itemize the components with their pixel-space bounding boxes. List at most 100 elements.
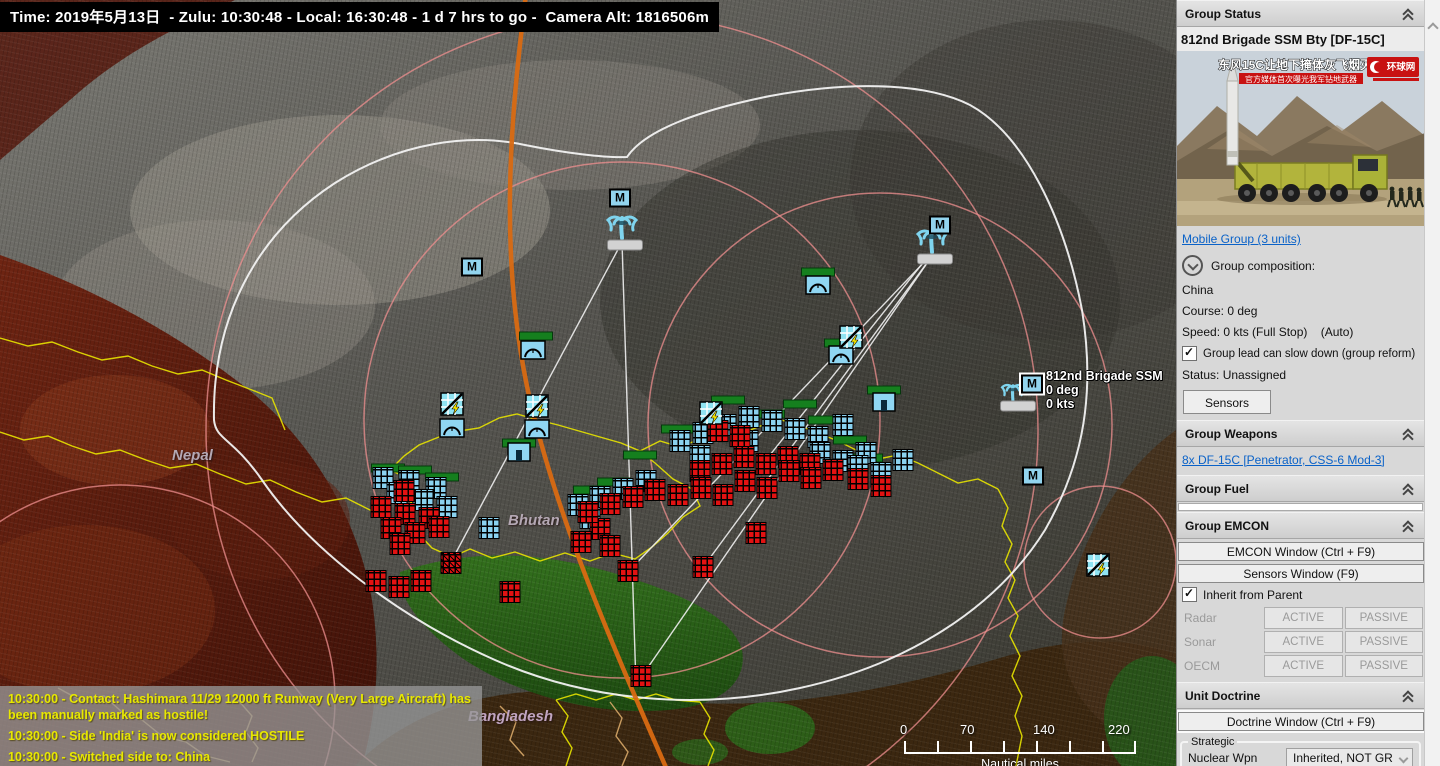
map-icon-rb[interactable]: [577, 501, 599, 523]
map-icon-bb[interactable]: [412, 489, 434, 511]
map-viewport[interactable]: M M M M M Nepal Bhutan Bangladesh 812nd Brig…: [0, 0, 1176, 766]
map-icon-bb[interactable]: [669, 430, 691, 452]
map-icon-rb[interactable]: [599, 535, 621, 557]
map-icon-rb[interactable]: [690, 477, 712, 499]
map-icon-bb[interactable]: [784, 418, 806, 440]
map-icon-rb[interactable]: [870, 475, 892, 497]
map-icon-hangar[interactable]: [520, 340, 546, 360]
map-icon-rb[interactable]: [644, 479, 666, 501]
map-icon-rb[interactable]: [365, 570, 387, 592]
map-icon-rx[interactable]: [440, 552, 462, 574]
radar-passive-button[interactable]: PASSIVE: [1344, 607, 1423, 629]
nuclear-wpn-select[interactable]: Inherited, NOT GR: [1286, 748, 1413, 766]
fuel-gauge: [1178, 503, 1423, 511]
group-status-header[interactable]: Group Status: [1177, 0, 1424, 27]
map-icon-m[interactable]: M: [929, 215, 951, 235]
map-icon-rb[interactable]: [599, 493, 621, 515]
map-icon-rb[interactable]: [589, 518, 611, 540]
map-icon-rb[interactable]: [800, 467, 822, 489]
map-icon-rb[interactable]: [410, 570, 432, 592]
map-icon-m[interactable]: M: [1022, 466, 1044, 486]
map-icon-fnt[interactable]: [604, 212, 640, 240]
map-icon-rb[interactable]: [734, 470, 756, 492]
emcon-window-button[interactable]: EMCON Window (Ctrl + F9): [1178, 542, 1424, 561]
map-icon-rb[interactable]: [822, 459, 844, 481]
radar-active-button[interactable]: ACTIVE: [1264, 607, 1343, 629]
sensors-button[interactable]: Sensors: [1183, 390, 1271, 414]
map-icon-msel[interactable]: M: [1021, 374, 1043, 394]
group-composition-row[interactable]: Group composition:: [1182, 255, 1419, 276]
map-icon-rb[interactable]: [388, 576, 410, 598]
group-lead-checkbox-row[interactable]: Group lead can slow down (group reform): [1182, 345, 1419, 361]
map-icon-rb[interactable]: [707, 420, 729, 442]
map-icon-bb[interactable]: [832, 414, 854, 436]
map-icon-radar[interactable]: [440, 392, 464, 416]
map-icon-rwy[interactable]: [711, 395, 745, 405]
group-weapons-header[interactable]: Group Weapons: [1177, 420, 1424, 447]
map-icon-rb[interactable]: [499, 581, 521, 603]
map-icon-bb[interactable]: [436, 496, 458, 518]
log-entry: 10:30:00 - Contact: Hashimara 11/29 1200…: [8, 692, 471, 722]
map-icon-bb[interactable]: [892, 449, 914, 471]
map-icon-rb[interactable]: [755, 453, 777, 475]
map-icon-rb[interactable]: [370, 496, 392, 518]
map-icon-bb[interactable]: [761, 410, 783, 432]
group-fuel-header[interactable]: Group Fuel: [1177, 475, 1424, 502]
sensors-window-button[interactable]: Sensors Window (F9): [1178, 564, 1424, 583]
map-icon-gbar[interactable]: [917, 253, 953, 265]
map-icon-rb[interactable]: [393, 480, 415, 502]
scrollbar-up-arrow-icon[interactable]: [1427, 22, 1439, 34]
map-icon-radar[interactable]: [525, 394, 549, 418]
map-icon-rb[interactable]: [630, 665, 652, 687]
doctrine-window-button[interactable]: Doctrine Window (Ctrl + F9): [1178, 712, 1424, 731]
map-icon-m[interactable]: M: [609, 188, 631, 208]
map-icon-hangar[interactable]: [439, 418, 465, 438]
map-icon-rwy[interactable]: [623, 450, 657, 460]
map-icon-rb[interactable]: [617, 560, 639, 582]
map-icon-rb[interactable]: [570, 531, 592, 553]
oecm-active-button[interactable]: ACTIVE: [1264, 655, 1343, 677]
map-icon-bb[interactable]: [478, 517, 500, 539]
map-icon-m[interactable]: M: [461, 257, 483, 277]
map-icon-rwy[interactable]: [783, 399, 817, 409]
group-emcon-header[interactable]: Group EMCON: [1177, 512, 1424, 539]
map-icon-door[interactable]: [507, 442, 531, 462]
map-icon-rb[interactable]: [622, 486, 644, 508]
map-icon-gbar[interactable]: [607, 239, 643, 251]
map-icon-rb[interactable]: [733, 446, 755, 468]
map-icon-hangar[interactable]: [524, 419, 550, 439]
map-icon-rb[interactable]: [712, 484, 734, 506]
map-icon-radar[interactable]: [699, 401, 723, 425]
oecm-passive-button[interactable]: PASSIVE: [1344, 655, 1423, 677]
mobile-group-link[interactable]: Mobile Group (3 units): [1182, 232, 1301, 246]
inherit-checkbox-row[interactable]: Inherit from Parent: [1182, 586, 1419, 602]
map-icon-rb[interactable]: [428, 516, 450, 538]
weapons-link[interactable]: 8x DF-15C [Penetrator, CSS-6 Mod-3]: [1182, 453, 1385, 467]
map-icon-bb[interactable]: [425, 477, 447, 499]
expand-circle-chevron-icon[interactable]: [1182, 255, 1203, 276]
unit-doctrine-header[interactable]: Unit Doctrine: [1177, 682, 1424, 709]
map-icon-rb[interactable]: [729, 425, 751, 447]
sonar-active-button[interactable]: ACTIVE: [1264, 631, 1343, 653]
map-icon-rwy[interactable]: [519, 331, 553, 341]
map-icon-rb[interactable]: [756, 477, 778, 499]
map-icon-gbar[interactable]: [1000, 400, 1036, 412]
map-icon-rwy[interactable]: [833, 435, 867, 445]
sonar-passive-button[interactable]: PASSIVE: [1344, 631, 1423, 653]
map-icon-rb[interactable]: [389, 533, 411, 555]
scale-tick-label: 220: [1108, 722, 1130, 737]
map-icon-radar[interactable]: [839, 325, 863, 349]
map-icon-rb[interactable]: [745, 522, 767, 544]
map-icon-door[interactable]: [872, 392, 896, 412]
map-icon-rb[interactable]: [847, 468, 869, 490]
map-icon-rb[interactable]: [692, 556, 714, 578]
scale-tick-label: 0: [900, 722, 908, 737]
map-icon-radar[interactable]: [1086, 553, 1110, 577]
map-icon-rb[interactable]: [667, 484, 689, 506]
map-icon-hangar[interactable]: [805, 275, 831, 295]
map-icon-rb[interactable]: [711, 453, 733, 475]
group-lead-checkbox[interactable]: [1182, 345, 1197, 361]
sidebar-scrollbar[interactable]: [1424, 0, 1440, 766]
map-icon-rb[interactable]: [778, 460, 800, 482]
inherit-checkbox[interactable]: [1182, 586, 1197, 602]
